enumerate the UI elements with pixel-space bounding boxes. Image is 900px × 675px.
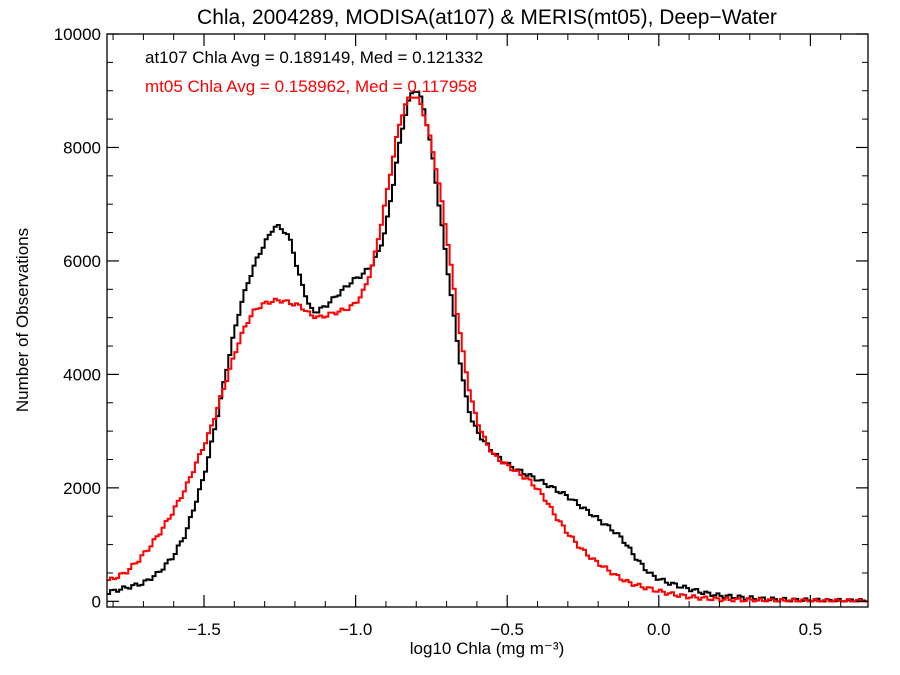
x-axis: −1.5 −1.0 −0.5 0.0 0.5 — [112, 34, 842, 639]
annotation-mt05: mt05 Chla Avg = 0.158962, Med = 0.117958 — [145, 77, 477, 96]
x-axis-label: log10 Chla (mg m⁻³) — [410, 639, 564, 658]
y-tick-label: 6000 — [63, 252, 101, 271]
annotation-at107: at107 Chla Avg = 0.189149, Med = 0.12133… — [145, 48, 483, 67]
x-tick-label: −1.0 — [339, 620, 373, 639]
chart-title: Chla, 2004289, MODISA(at107) & MERIS(mt0… — [197, 6, 777, 29]
y-tick-label: 2000 — [63, 479, 101, 498]
y-axis: 0 2000 4000 6000 8000 10000 — [54, 25, 868, 611]
series-line-at107 — [107, 90, 868, 603]
y-tick-label: 10000 — [54, 25, 101, 44]
series-layer — [107, 90, 868, 603]
y-tick-label: 4000 — [63, 365, 101, 384]
y-axis-label: Number of Observations — [13, 228, 32, 412]
y-tick-label: 8000 — [63, 138, 101, 157]
plot-frame — [106, 33, 869, 608]
series-line-mt05 — [107, 96, 868, 603]
x-tick-label: −1.5 — [187, 620, 221, 639]
x-tick-label: −0.5 — [490, 620, 524, 639]
x-tick-label: 0.5 — [799, 620, 823, 639]
x-tick-label: 0.0 — [647, 620, 671, 639]
y-tick-label: 0 — [92, 592, 101, 611]
